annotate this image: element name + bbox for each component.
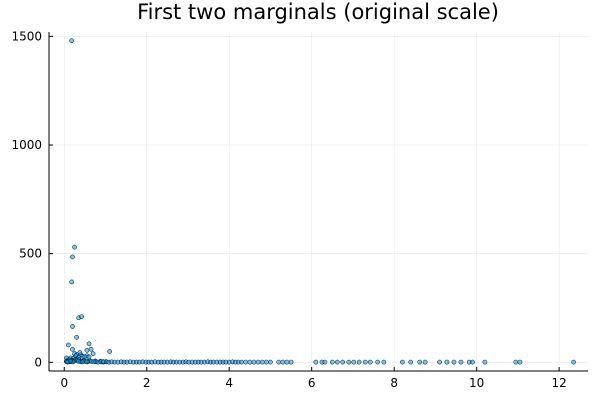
x-tick-label: 6 [308, 376, 316, 390]
y-tick-label: 500 [19, 247, 42, 261]
scatter-point [69, 38, 75, 44]
y-tick-label: 1500 [11, 29, 42, 43]
scatter-point [362, 359, 368, 365]
scatter-point [322, 359, 328, 365]
axes-layer [48, 32, 588, 372]
scatter-point [80, 359, 85, 365]
scatter-point [329, 359, 335, 365]
scatter-point [251, 359, 257, 365]
scatter-point [422, 359, 428, 365]
scatter-point [375, 359, 381, 365]
scatter-point [313, 359, 319, 365]
scatter-point [255, 359, 261, 365]
y-tick-label: 0 [34, 355, 42, 369]
scatter-point [451, 359, 457, 365]
scatter-point [91, 359, 97, 365]
scatter-point [86, 354, 92, 360]
scatter-point [69, 279, 75, 285]
scatter-point [276, 359, 282, 365]
scatter-point [239, 359, 244, 365]
x-tick-label: 12 [551, 376, 566, 390]
scatter-point [86, 341, 92, 347]
x-tick-label: 4 [225, 376, 233, 390]
scatter-point [243, 359, 249, 365]
scatter-point [417, 359, 423, 365]
scatter-point [482, 359, 488, 365]
y-tick-label: 1000 [11, 138, 42, 152]
scatter-point [408, 359, 414, 365]
ticks-layer: 0 2 4 6 8 10 12 0 500 1000 1500 [11, 29, 566, 390]
scatter-point [247, 359, 253, 365]
scatter-point [263, 359, 269, 365]
scatter-point [84, 348, 90, 353]
scatter-point [107, 349, 112, 354]
scatter-point [75, 358, 81, 364]
scatter-point [400, 359, 405, 365]
points-layer [63, 38, 576, 365]
scatter-point [571, 359, 576, 365]
scatter-point [70, 324, 75, 329]
scatter-point [437, 359, 442, 365]
scatter-point [90, 351, 96, 356]
scatter-point [334, 359, 340, 365]
scatter-point [288, 359, 294, 365]
scatter-point [268, 359, 273, 365]
grid-layer [49, 32, 588, 371]
scatter-point [74, 334, 79, 340]
scatter-point [72, 244, 77, 250]
scatter-point [367, 359, 373, 365]
scatter-point [66, 342, 71, 348]
scatter-point [356, 359, 362, 365]
scatter-point [79, 314, 84, 320]
scatter-point [444, 359, 450, 365]
scatter-point [458, 359, 464, 365]
x-tick-label: 2 [143, 376, 151, 390]
x-tick-label: 0 [60, 376, 68, 390]
x-tick-label: 8 [390, 376, 398, 390]
scatter-point [68, 358, 73, 364]
scatter-point [280, 359, 286, 365]
scatter-point [88, 346, 94, 352]
chart-title: First two marginals (original scale) [137, 0, 499, 24]
scatter-point [259, 359, 265, 365]
scatter-point [77, 350, 83, 355]
scatter-point [351, 359, 357, 365]
x-tick-label: 10 [469, 376, 484, 390]
scatter-point [470, 359, 475, 365]
scatter-point [513, 359, 519, 365]
scatter-point [70, 254, 75, 260]
scatter-point [95, 359, 101, 365]
scatter-point [340, 359, 345, 365]
scatter-point [517, 359, 523, 365]
scatter-point [70, 346, 75, 352]
scatter-point [284, 359, 290, 365]
scatter-point [381, 359, 387, 365]
scatter-point [346, 359, 352, 365]
